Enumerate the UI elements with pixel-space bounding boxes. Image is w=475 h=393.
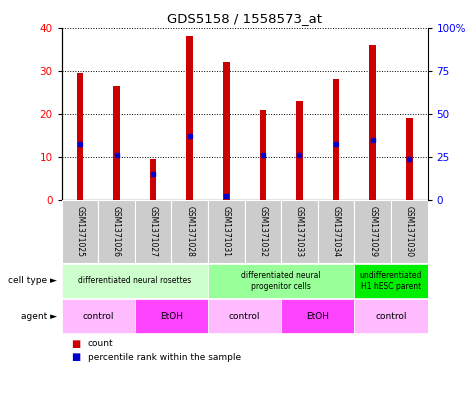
Bar bbox=[150, 159, 156, 200]
Bar bbox=[318, 200, 354, 263]
Text: EtOH: EtOH bbox=[306, 312, 329, 321]
Text: GSM1371025: GSM1371025 bbox=[76, 206, 85, 257]
Bar bbox=[135, 299, 208, 333]
Bar bbox=[135, 200, 171, 263]
Text: control: control bbox=[229, 312, 260, 321]
Text: differentiated neural
progenitor cells: differentiated neural progenitor cells bbox=[241, 271, 321, 291]
Bar bbox=[171, 200, 208, 263]
Text: GSM1371034: GSM1371034 bbox=[332, 206, 341, 257]
Bar bbox=[354, 200, 391, 263]
Bar bbox=[62, 200, 98, 263]
Text: control: control bbox=[375, 312, 407, 321]
Bar bbox=[281, 200, 318, 263]
Bar bbox=[281, 299, 354, 333]
Bar bbox=[354, 264, 428, 298]
Bar bbox=[260, 110, 266, 200]
Bar bbox=[391, 200, 428, 263]
Bar bbox=[245, 200, 281, 263]
Text: GSM1371028: GSM1371028 bbox=[185, 206, 194, 257]
Text: percentile rank within the sample: percentile rank within the sample bbox=[88, 353, 241, 362]
Text: GSM1371030: GSM1371030 bbox=[405, 206, 414, 257]
Text: GSM1371029: GSM1371029 bbox=[368, 206, 377, 257]
Text: differentiated neural rosettes: differentiated neural rosettes bbox=[78, 277, 191, 285]
Text: EtOH: EtOH bbox=[160, 312, 183, 321]
Bar bbox=[208, 299, 281, 333]
Text: control: control bbox=[83, 312, 114, 321]
Bar bbox=[62, 264, 208, 298]
Text: ■: ■ bbox=[71, 353, 80, 362]
Bar bbox=[62, 299, 135, 333]
Text: GSM1371031: GSM1371031 bbox=[222, 206, 231, 257]
Text: GSM1371027: GSM1371027 bbox=[149, 206, 158, 257]
Bar bbox=[187, 36, 193, 200]
Text: GSM1371033: GSM1371033 bbox=[295, 206, 304, 257]
Bar bbox=[406, 118, 412, 200]
Bar bbox=[296, 101, 303, 200]
Text: GSM1371032: GSM1371032 bbox=[258, 206, 267, 257]
Bar bbox=[370, 45, 376, 200]
Bar bbox=[77, 73, 83, 200]
Text: cell type ►: cell type ► bbox=[8, 277, 57, 285]
Bar bbox=[354, 299, 428, 333]
Text: GSM1371026: GSM1371026 bbox=[112, 206, 121, 257]
Text: ■: ■ bbox=[71, 339, 80, 349]
Bar bbox=[98, 200, 135, 263]
Text: count: count bbox=[88, 339, 114, 348]
Title: GDS5158 / 1558573_at: GDS5158 / 1558573_at bbox=[167, 12, 322, 25]
Bar bbox=[208, 200, 245, 263]
Bar bbox=[114, 86, 120, 200]
Bar bbox=[208, 264, 354, 298]
Bar bbox=[333, 79, 339, 200]
Text: agent ►: agent ► bbox=[21, 312, 57, 321]
Bar bbox=[223, 62, 229, 200]
Text: undifferentiated
H1 hESC parent: undifferentiated H1 hESC parent bbox=[360, 271, 422, 291]
